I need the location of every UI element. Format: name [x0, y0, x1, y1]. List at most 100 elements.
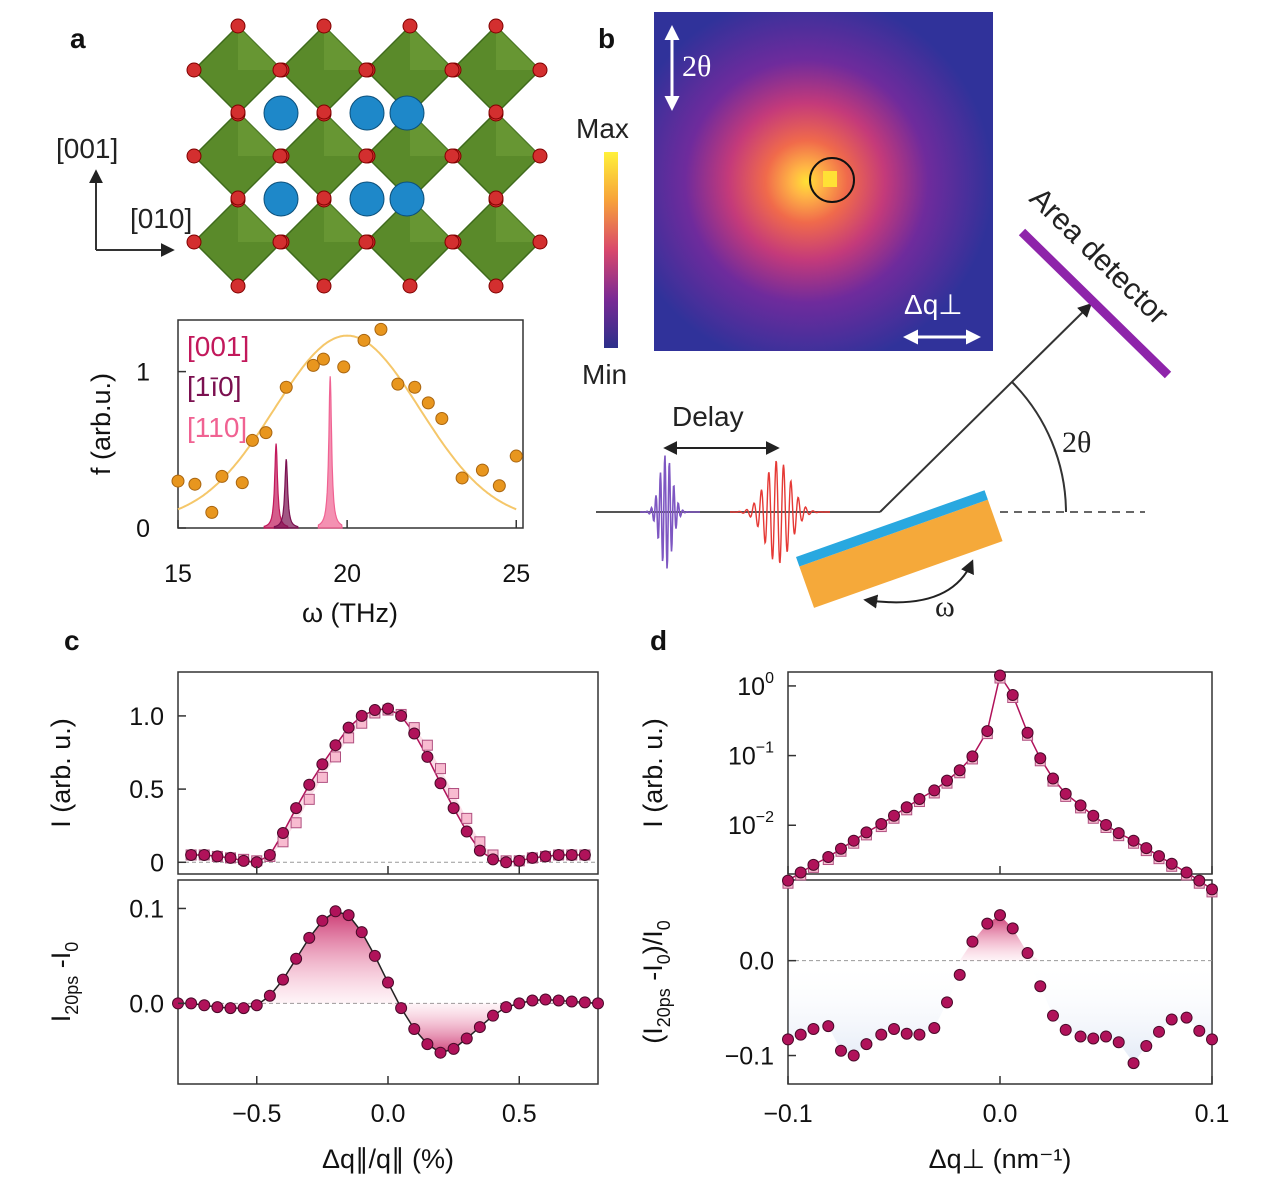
difference-point [224, 1002, 237, 1015]
difference-point [408, 1022, 421, 1035]
relative-difference-point [1140, 1040, 1153, 1053]
data-point [421, 396, 435, 410]
circle-marker-i20ps [1180, 866, 1193, 879]
panel-c: c 0 0.5 1.0 0.0 0.1 −0.5 0.0 0.5 I (arb. u.) I… [46, 625, 604, 1174]
oxygen-atom [444, 148, 460, 164]
square-marker-i0 [330, 751, 341, 763]
square-marker-i0 [461, 812, 473, 824]
chart-a-frame [177, 319, 524, 529]
circle-marker-i20ps [953, 764, 966, 777]
y-tick-exponent: −1 [756, 740, 774, 757]
difference-point [355, 926, 368, 939]
octahedron-face [324, 26, 368, 70]
data-point [245, 433, 259, 447]
data-point [259, 426, 273, 440]
octahedron-face [324, 112, 368, 156]
oxygen-atom [272, 62, 288, 78]
oxygen-atom [532, 62, 548, 78]
difference-point [578, 996, 591, 1009]
legend-1m10: [1ī0] [187, 371, 241, 402]
panel-label-d: d [650, 625, 667, 656]
difference-point [565, 995, 578, 1008]
circle-marker-i20ps [807, 858, 820, 871]
data-point [316, 352, 330, 366]
data-point [435, 412, 449, 426]
chart-c-bottom-marks: 0.0 0.1 −0.5 0.0 0.5 [129, 895, 604, 1128]
oxygen-atom [272, 148, 288, 164]
thz-pulse-icon [730, 460, 830, 564]
octahedron-face [238, 198, 282, 242]
oxygen-atom [230, 278, 246, 294]
y-tick-exponent: −2 [756, 809, 774, 826]
sample-film [796, 490, 988, 567]
relative-difference-point [847, 1049, 860, 1062]
circle-marker-i20ps [875, 818, 888, 831]
x-tick-label: 0.5 [502, 1100, 537, 1128]
y-tick-label: 1.0 [129, 703, 164, 731]
relative-difference-point [1006, 922, 1019, 935]
circle-marker-i20ps [1206, 883, 1218, 896]
two-theta-geometry-label: 2θ [1062, 426, 1091, 459]
circle-marker-i20ps [224, 851, 237, 864]
data-point [455, 471, 469, 485]
sample [796, 490, 1003, 608]
oxygen-atom [186, 62, 202, 78]
a-site-atom [263, 181, 299, 217]
oxygen-atom [316, 190, 332, 206]
difference-point [460, 1032, 473, 1045]
difference-point [303, 931, 316, 944]
oxygen-atom [230, 18, 246, 34]
circle-marker-i20ps [290, 802, 303, 815]
chart-a-ticks: 15 20 25 0 1 [136, 359, 530, 588]
difference-point [539, 993, 552, 1006]
oxygen-atom [488, 190, 504, 206]
relative-difference-point [1074, 1030, 1087, 1043]
negative-fill [788, 960, 1212, 1064]
relative-difference-point [1112, 1036, 1125, 1049]
positive-fill [788, 915, 1212, 961]
series-line [787, 673, 1213, 891]
crystal-structure-illustration [186, 18, 548, 294]
relative-difference-point [807, 1022, 820, 1035]
data-point [205, 505, 219, 519]
relative-difference-point [1193, 1024, 1206, 1037]
a-site-atom [349, 181, 385, 217]
circle-marker-i20ps [794, 866, 807, 879]
circle-marker-i20ps [822, 850, 835, 863]
oxygen-atom [186, 148, 202, 164]
data-point [509, 449, 523, 463]
y-tick-label: 0.5 [129, 776, 164, 804]
relative-difference-point [1047, 1009, 1059, 1022]
relative-difference-point [1034, 980, 1047, 993]
circle-marker-i20ps [966, 750, 979, 763]
circle-marker-i20ps [434, 777, 447, 790]
circle-marker-i20ps [578, 848, 591, 861]
octahedron-face [496, 26, 540, 70]
circle-marker-i20ps [1087, 809, 1100, 822]
difference-point [290, 952, 303, 965]
relative-difference-point [913, 1028, 926, 1041]
peak-circle-marker [809, 157, 855, 203]
data-point [171, 474, 185, 488]
oxygen-atom [402, 18, 418, 34]
relative-difference-point [860, 1038, 873, 1051]
difference-point [250, 999, 263, 1012]
data-point [391, 377, 405, 391]
circle-marker-i20ps [1006, 688, 1019, 701]
circle-marker-i20ps [539, 850, 552, 863]
circle-marker-i20ps [355, 709, 368, 722]
chart-a-marks [171, 322, 523, 529]
circle-marker-i20ps [342, 721, 355, 734]
octahedron-face [496, 112, 540, 156]
omega-rotation-arrow [863, 559, 974, 609]
difference-point [473, 1021, 486, 1034]
axis-up-label: [001] [56, 133, 118, 164]
data-point [374, 322, 388, 336]
panel-label-c: c [64, 625, 80, 656]
relative-difference-point [900, 1027, 913, 1040]
series-line [191, 707, 585, 864]
circle-marker-i20ps [421, 750, 434, 763]
chart-c-top-ylabel: I (arb. u.) [46, 718, 76, 828]
oxygen-atom [358, 148, 374, 164]
